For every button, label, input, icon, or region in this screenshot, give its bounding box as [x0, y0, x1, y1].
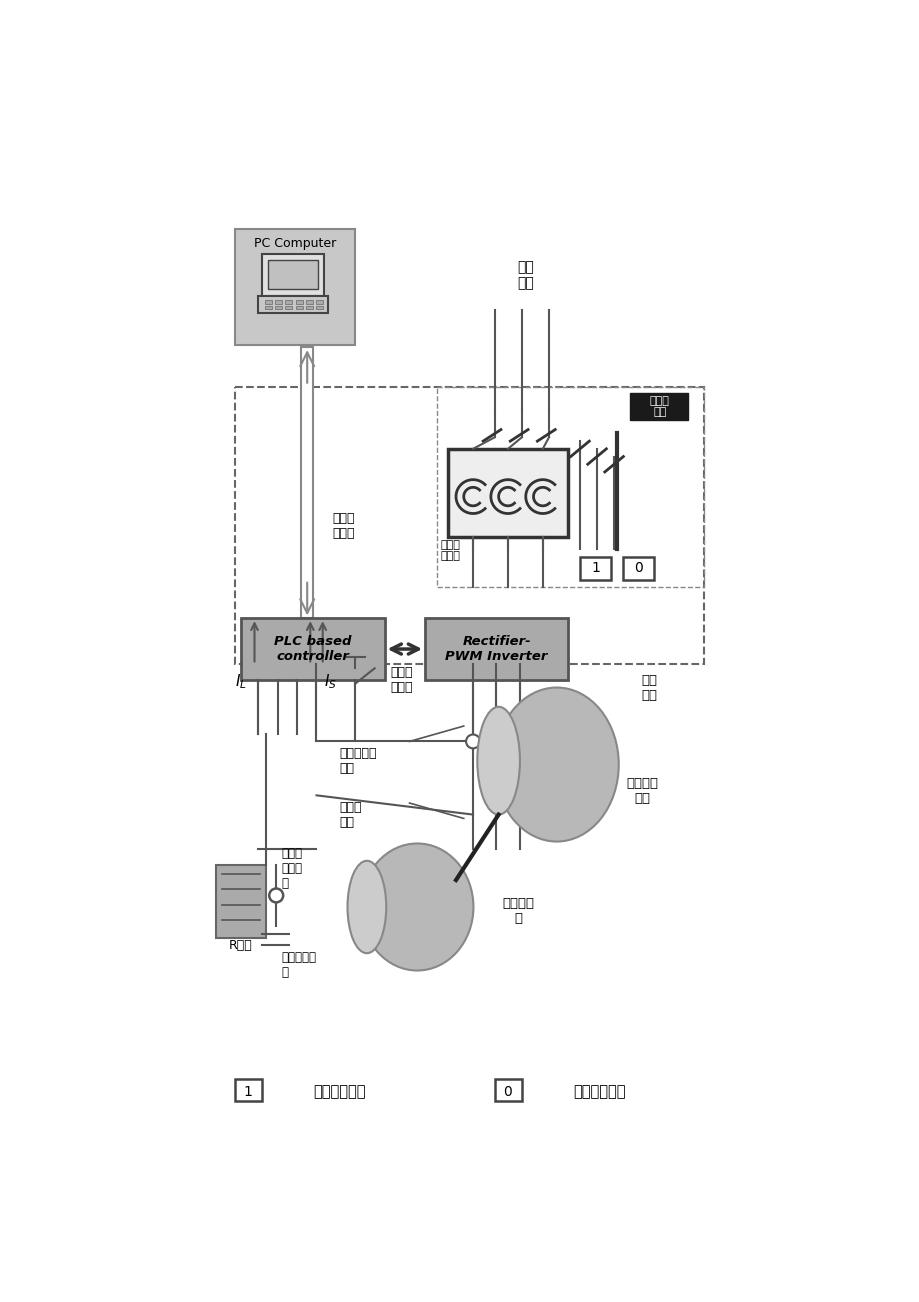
Bar [425, 618, 568, 680]
Circle shape [466, 734, 480, 749]
Bar [241, 618, 384, 680]
Bar [295, 301, 302, 305]
Text: 1: 1 [244, 1085, 253, 1099]
Circle shape [269, 888, 283, 902]
Bar [235, 387, 703, 664]
Text: 定子电流传
感器: 定子电流传 感器 [339, 746, 377, 775]
Text: $I_S$: $I_S$ [323, 672, 336, 691]
Bar [305, 306, 312, 310]
Text: R负载: R负载 [229, 939, 252, 952]
Text: PLC based
controller: PLC based controller [274, 635, 351, 663]
Text: 三相
电源: 三相 电源 [516, 260, 534, 290]
Ellipse shape [360, 844, 473, 970]
Text: 1: 1 [590, 561, 599, 575]
Ellipse shape [347, 861, 386, 953]
Text: 手动停止按键: 手动停止按键 [573, 1085, 625, 1099]
Text: 0: 0 [633, 561, 641, 575]
Bar [265, 306, 272, 310]
Text: 热过载
继电器: 热过载 继电器 [440, 540, 460, 561]
Bar [235, 1079, 262, 1101]
Bar [235, 229, 355, 345]
Text: 0: 0 [503, 1085, 512, 1099]
Bar [216, 865, 266, 937]
Bar [285, 301, 292, 305]
Bar [315, 301, 323, 305]
Text: 直流发电
机: 直流发电 机 [502, 897, 533, 924]
Text: 速度传
感器: 速度传 感器 [339, 801, 362, 828]
Bar [315, 306, 323, 310]
Bar [630, 393, 687, 421]
Bar [437, 387, 703, 587]
Text: Rectifier-
PWM Inverter: Rectifier- PWM Inverter [445, 635, 548, 663]
Bar [305, 301, 312, 305]
Bar [262, 254, 323, 297]
Bar [579, 557, 610, 579]
Text: 自动定
子开关: 自动定 子开关 [390, 665, 413, 694]
Text: 三相主
开关: 三相主 开关 [649, 396, 669, 417]
Bar [258, 297, 328, 314]
Bar [448, 449, 568, 538]
Ellipse shape [494, 687, 618, 841]
Bar [285, 306, 292, 310]
Ellipse shape [477, 707, 519, 815]
Text: 控制
面板: 控制 面板 [641, 673, 657, 702]
Bar [265, 301, 272, 305]
Text: 手动启动按键: 手动启动按键 [313, 1085, 366, 1099]
Text: 三相自
动开关: 三相自 动开关 [332, 512, 355, 540]
Bar [275, 301, 282, 305]
Bar [494, 1079, 521, 1101]
Bar [295, 306, 302, 310]
Text: 负载自动开
关: 负载自动开 关 [281, 950, 316, 979]
Bar [275, 306, 282, 310]
Text: 三相感应
电机: 三相感应 电机 [625, 777, 657, 806]
Bar [301, 348, 313, 618]
Bar [268, 260, 318, 289]
Text: 负荷电
流传感
器: 负荷电 流传感 器 [281, 848, 302, 891]
Text: PC Computer: PC Computer [254, 237, 336, 250]
Text: $I_L$: $I_L$ [234, 672, 246, 691]
Bar [622, 557, 652, 579]
